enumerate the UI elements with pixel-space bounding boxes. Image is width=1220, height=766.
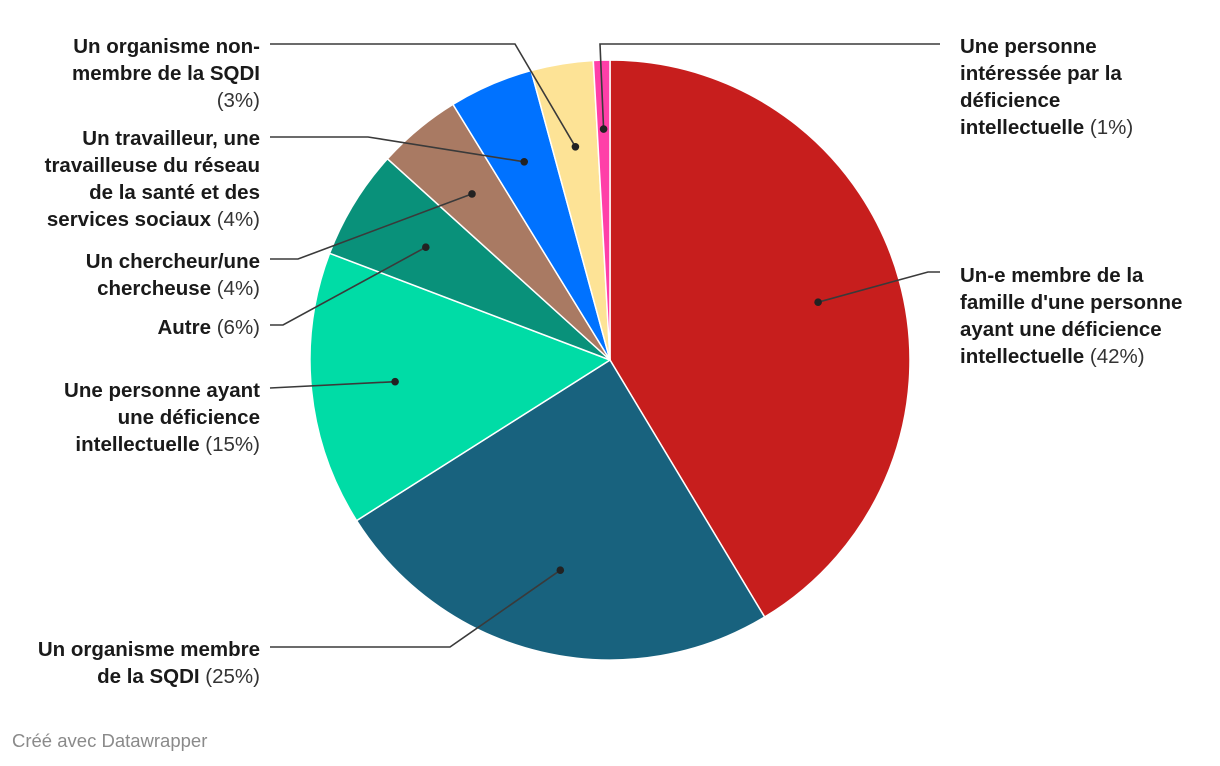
slice-labels: Un-e membre de la famille d'une personne a… (38, 35, 1183, 688)
leader-line (270, 569, 561, 648)
leader-line (270, 43, 577, 148)
slice-label-percent: (3%) (217, 89, 260, 112)
leader-dot (814, 298, 822, 307)
slice-label-name: intellectuelle (75, 433, 199, 456)
slice-label-name: Un organisme non- (73, 35, 260, 58)
leader-line (270, 246, 427, 326)
leader-dot (571, 143, 580, 151)
leader-line (599, 43, 940, 130)
slice-label-percent: (1%) (1084, 116, 1133, 139)
pie-slice (592, 59, 611, 361)
slice-label: Un-e membre de la famille d'une personne a… (960, 264, 1182, 368)
slice-label-name: Un organisme membre (38, 638, 260, 661)
slice-label: Un travailleur, une travailleuse du résea… (45, 127, 260, 231)
slice-label: Un chercheur/une chercheuse (4%) (86, 250, 260, 300)
slice-label-name: services sociaux (47, 208, 212, 231)
slice-label: Autre (6%) (157, 316, 260, 339)
slice-label-name: de la SQDI (97, 665, 200, 688)
slice-label-name: Un-e membre de la (960, 264, 1144, 287)
pie-slice (355, 359, 766, 661)
slice-label: Un organisme membre de la SQDI (25%) (38, 638, 260, 688)
slice-label-name: une déficience (118, 406, 260, 429)
leader-line (270, 193, 473, 260)
leader-line (817, 271, 940, 303)
slice-label-percent: (42%) (1084, 345, 1144, 368)
pie-slices (309, 59, 911, 661)
slice-label-name: Un chercheur/une (86, 250, 260, 273)
slice-label-name: de la santé et des (89, 181, 260, 204)
slice-label-name: intellectuelle (960, 116, 1084, 139)
slice-label-name: travailleuse du réseau (45, 154, 260, 177)
leader-dot (520, 158, 528, 166)
leader-line (270, 136, 525, 163)
slice-label-percent: (4%) (211, 208, 260, 231)
slice-label-name: chercheuse (97, 277, 211, 300)
pie-slice (309, 252, 611, 522)
leader-lines (269, 43, 940, 648)
slice-label-name: déficience (960, 89, 1060, 112)
slice-label-name: Un travailleur, une (82, 127, 260, 150)
slice-label-name: Une personne (960, 35, 1097, 58)
credit-text: Créé avec Datawrapper (12, 730, 208, 751)
leader-dot (422, 243, 430, 251)
slice-label-percent: (15%) (200, 433, 260, 456)
slice-label-name: Une personne ayant (64, 379, 260, 402)
slice-label-percent: (4%) (211, 277, 260, 300)
slice-label-name: intéressée par la (960, 62, 1122, 85)
slice-label-name: Autre (157, 316, 211, 339)
slice-label-percent: (6%) (211, 316, 260, 339)
slice-label-percent: (25%) (200, 665, 260, 688)
leader-dot (391, 377, 399, 386)
slice-label-name: membre de la SQDI (72, 62, 260, 85)
slice-label: Un organisme non-membre de la SQDI (3%) (72, 35, 260, 112)
slice-label-name: intellectuelle (960, 345, 1084, 368)
leader-line (269, 380, 396, 389)
slice-label-name: ayant une déficience (960, 318, 1162, 341)
slice-label: Une personne intéressée par la déficience i… (960, 35, 1133, 139)
slice-label: Une personne ayant une déficience intellec… (64, 379, 260, 456)
slice-label-name: famille d'une personne (960, 291, 1182, 314)
leader-dot (556, 566, 565, 574)
leader-dot (599, 125, 608, 133)
leader-dot (468, 190, 476, 198)
